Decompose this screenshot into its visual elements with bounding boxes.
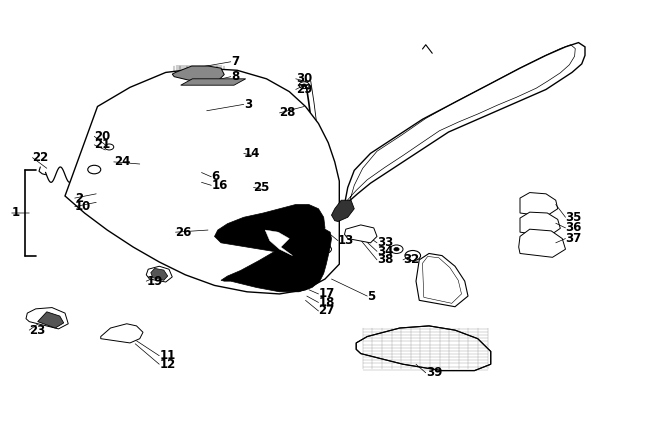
Polygon shape xyxy=(38,312,64,328)
Polygon shape xyxy=(519,229,566,257)
Text: 30: 30 xyxy=(296,72,312,85)
Text: 19: 19 xyxy=(146,275,162,288)
Text: 16: 16 xyxy=(211,179,227,192)
Text: 11: 11 xyxy=(159,349,176,362)
Text: 2: 2 xyxy=(75,192,83,204)
Polygon shape xyxy=(214,204,325,251)
Text: 24: 24 xyxy=(114,155,130,168)
Polygon shape xyxy=(344,225,377,243)
Text: 1: 1 xyxy=(12,207,20,219)
Text: 29: 29 xyxy=(296,83,312,96)
Circle shape xyxy=(318,245,332,253)
Circle shape xyxy=(88,165,101,174)
Polygon shape xyxy=(65,68,339,294)
Text: 7: 7 xyxy=(231,55,239,68)
Text: 38: 38 xyxy=(377,253,393,266)
Polygon shape xyxy=(26,308,68,329)
Circle shape xyxy=(302,84,306,86)
Circle shape xyxy=(405,250,421,261)
Text: 10: 10 xyxy=(75,200,91,213)
Text: 13: 13 xyxy=(338,234,354,247)
Text: 39: 39 xyxy=(426,366,442,379)
Circle shape xyxy=(105,144,114,150)
Polygon shape xyxy=(151,268,168,280)
Text: 9: 9 xyxy=(315,260,324,273)
Polygon shape xyxy=(172,66,224,82)
Text: 26: 26 xyxy=(176,226,192,239)
Text: 15: 15 xyxy=(296,243,312,256)
Text: 36: 36 xyxy=(566,222,582,234)
Circle shape xyxy=(394,248,399,251)
Text: 6: 6 xyxy=(211,170,220,183)
Text: 5: 5 xyxy=(367,290,376,302)
Polygon shape xyxy=(181,79,246,85)
Circle shape xyxy=(299,82,309,89)
Text: 3: 3 xyxy=(244,98,252,111)
Polygon shape xyxy=(338,43,585,222)
Text: 18: 18 xyxy=(318,296,335,309)
Text: 31: 31 xyxy=(296,222,312,234)
Text: 4: 4 xyxy=(296,251,304,264)
Text: 28: 28 xyxy=(280,106,296,119)
Polygon shape xyxy=(356,326,491,371)
Text: 23: 23 xyxy=(29,324,46,337)
Text: 37: 37 xyxy=(566,232,582,245)
Polygon shape xyxy=(422,256,461,303)
Text: 25: 25 xyxy=(254,181,270,194)
Text: 35: 35 xyxy=(566,211,582,224)
Text: 14: 14 xyxy=(244,147,260,160)
Text: 17: 17 xyxy=(318,288,335,300)
Text: 21: 21 xyxy=(94,138,111,151)
Polygon shape xyxy=(101,324,143,343)
Polygon shape xyxy=(221,229,332,292)
Polygon shape xyxy=(520,212,560,236)
Polygon shape xyxy=(520,193,558,216)
Polygon shape xyxy=(416,253,468,307)
Text: 33: 33 xyxy=(377,236,393,249)
Polygon shape xyxy=(146,266,172,282)
Text: 27: 27 xyxy=(318,305,335,317)
Text: 22: 22 xyxy=(32,151,49,164)
Text: 20: 20 xyxy=(94,130,111,143)
Polygon shape xyxy=(332,200,354,222)
Circle shape xyxy=(390,245,403,253)
Text: 34: 34 xyxy=(377,245,393,258)
Text: 32: 32 xyxy=(403,253,419,266)
Polygon shape xyxy=(265,230,292,256)
Text: 12: 12 xyxy=(159,358,176,371)
Text: 8: 8 xyxy=(231,70,239,83)
